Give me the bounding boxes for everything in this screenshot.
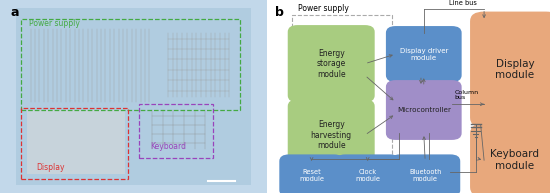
Text: Clock
module: Clock module (355, 169, 380, 182)
FancyBboxPatch shape (386, 26, 461, 82)
Text: Energy
storage
module: Energy storage module (317, 49, 346, 79)
Bar (21, 108, 128, 179)
Text: Display
module: Display module (496, 59, 535, 80)
Text: Energy
harvesting
module: Energy harvesting module (311, 120, 352, 150)
FancyBboxPatch shape (470, 12, 550, 127)
Bar (21, 19, 240, 110)
Text: Power supply: Power supply (298, 3, 349, 13)
FancyBboxPatch shape (288, 25, 375, 102)
FancyBboxPatch shape (390, 154, 460, 193)
Text: Display: Display (36, 163, 65, 172)
Text: b: b (275, 6, 284, 19)
Text: Power supply: Power supply (29, 19, 80, 28)
Bar (139, 104, 213, 158)
Text: Keyboard
module: Keyboard module (491, 149, 540, 171)
FancyBboxPatch shape (288, 99, 375, 171)
Text: Line bus: Line bus (449, 0, 477, 6)
FancyBboxPatch shape (279, 154, 344, 193)
Bar (26, 110, 125, 174)
FancyBboxPatch shape (336, 154, 400, 193)
Text: Keyboard: Keyboard (150, 141, 186, 151)
Text: Reset
module: Reset module (299, 169, 324, 182)
Text: Bluetooth
module: Bluetooth module (409, 169, 441, 182)
Text: Microcontroller: Microcontroller (397, 107, 451, 113)
FancyBboxPatch shape (470, 124, 550, 193)
Text: Column
bus: Column bus (455, 90, 478, 100)
Text: a: a (10, 6, 19, 19)
Text: Display driver
module: Display driver module (400, 47, 448, 61)
Bar (16, 8, 251, 185)
FancyBboxPatch shape (386, 80, 461, 140)
